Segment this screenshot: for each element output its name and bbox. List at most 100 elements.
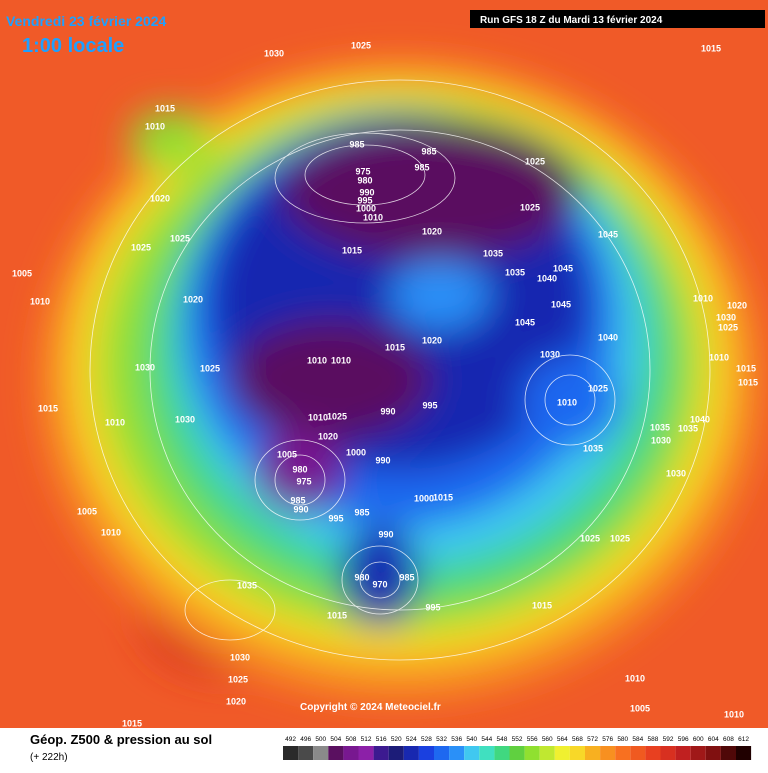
isobar-label: 1030 xyxy=(716,312,736,322)
isobar-label: 1020 xyxy=(226,696,246,706)
colorbar-label: 572 xyxy=(587,736,598,743)
isobar-label: 975 xyxy=(296,476,311,486)
isobar-label: 1010 xyxy=(30,296,50,306)
colorbar-cell xyxy=(645,746,661,760)
isobar-label: 985 xyxy=(349,139,364,149)
isobar-label: 1030 xyxy=(666,468,686,478)
colorbar-cell xyxy=(539,746,555,760)
copyright: Copyright © 2024 Meteociel.fr xyxy=(300,702,441,713)
isobars xyxy=(89,79,711,661)
colorbar-label: 612 xyxy=(738,736,749,743)
colorbar-cell xyxy=(343,746,359,760)
isobar-label: 1010 xyxy=(308,412,328,422)
colorbar-label: 532 xyxy=(436,736,447,743)
isobar-label: 995 xyxy=(328,513,343,523)
legend-title: Géop. Z500 & pression au sol xyxy=(30,732,212,747)
isobar-label: 1010 xyxy=(709,352,729,362)
colorbar-cell xyxy=(313,746,329,760)
isobar-label: 1005 xyxy=(12,268,32,278)
colorbar-label: 584 xyxy=(632,736,643,743)
isobar-label: 1010 xyxy=(557,397,577,407)
isobar-label: 1015 xyxy=(155,103,175,113)
colorbar-label: 512 xyxy=(361,736,372,743)
isobar-label: 1025 xyxy=(170,233,190,243)
colorbar-label: 500 xyxy=(315,736,326,743)
isobar-label: 1000 xyxy=(414,493,434,503)
legend-lead: (+ 222h) xyxy=(30,752,68,763)
date: Vendredi 23 février 2024 xyxy=(6,13,167,29)
isobar-label: 1030 xyxy=(651,435,671,445)
isobar-label: 1045 xyxy=(551,299,571,309)
colorbar-cell xyxy=(720,746,736,760)
isobar-label: 1030 xyxy=(230,652,250,662)
colorbar-label: 580 xyxy=(617,736,628,743)
isobar-label: 1010 xyxy=(331,355,351,365)
colorbar-cell xyxy=(675,746,691,760)
colorbar-label: 504 xyxy=(330,736,341,743)
isobar-label: 1015 xyxy=(701,43,721,53)
isobar-label: 1035 xyxy=(483,248,503,258)
colorbar-label: 496 xyxy=(300,736,311,743)
isobar-label: 1030 xyxy=(135,362,155,372)
isobar-label: 970 xyxy=(372,579,387,589)
colorbar-label: 492 xyxy=(285,736,296,743)
colorbar-cell xyxy=(690,746,706,760)
colorbar-label: 556 xyxy=(527,736,538,743)
isobar-label: 980 xyxy=(354,572,369,582)
colorbar-label: 608 xyxy=(723,736,734,743)
isobar-label: 1040 xyxy=(537,273,557,283)
colorbar-cell xyxy=(388,746,404,760)
colorbar-label: 600 xyxy=(693,736,704,743)
colorbar-cell xyxy=(328,746,344,760)
colorbar-label: 528 xyxy=(421,736,432,743)
colorbar-cell xyxy=(358,746,374,760)
isobar-label: 1020 xyxy=(318,431,338,441)
isobar-label: 1015 xyxy=(738,377,758,387)
colorbar-label: 520 xyxy=(391,736,402,743)
colorbar-cell xyxy=(403,746,419,760)
isobar-label: 1005 xyxy=(277,449,297,459)
isobar-label: 1010 xyxy=(724,709,744,719)
colorbar-cell xyxy=(736,746,752,760)
isobar-label: 1015 xyxy=(342,245,362,255)
colorbar-label: 536 xyxy=(451,736,462,743)
isobar-label: 1015 xyxy=(433,492,453,502)
colorbar-label: 544 xyxy=(481,736,492,743)
isobar-label: 990 xyxy=(359,187,374,197)
colorbar-cell xyxy=(615,746,631,760)
isobar-label: 1045 xyxy=(598,229,618,239)
colorbar-label: 540 xyxy=(466,736,477,743)
colorbar-cell xyxy=(660,746,676,760)
isobar-label: 1015 xyxy=(385,342,405,352)
isobar-label: 1020 xyxy=(183,294,203,304)
colorbar-cell xyxy=(373,746,389,760)
isobar-label: 1025 xyxy=(588,383,608,393)
isobar-label: 1020 xyxy=(422,335,442,345)
isobar-label: 1025 xyxy=(131,242,151,252)
isobar-label: 995 xyxy=(425,602,440,612)
isobar-label: 985 xyxy=(354,507,369,517)
colorbar-label: 604 xyxy=(708,736,719,743)
isobar-label: 1010 xyxy=(145,121,165,131)
isobar-label: 1010 xyxy=(307,355,327,365)
colorbar-cell xyxy=(418,746,434,760)
isobar-label: 1015 xyxy=(327,610,347,620)
isobar-label: 1025 xyxy=(200,363,220,373)
colorbar-label: 508 xyxy=(346,736,357,743)
isobar-label: 1025 xyxy=(525,156,545,166)
colorbar-cell xyxy=(298,746,314,760)
colorbar-label: 576 xyxy=(602,736,613,743)
isobar-label: 1035 xyxy=(678,423,698,433)
colorbar-label: 564 xyxy=(557,736,568,743)
isobar-label: 1025 xyxy=(351,40,371,50)
isobar-label: 1035 xyxy=(237,580,257,590)
colorbar-label: 524 xyxy=(406,736,417,743)
isobar-label: 1015 xyxy=(122,718,142,728)
isobar-label: 1025 xyxy=(610,533,630,543)
isobar-label: 1045 xyxy=(515,317,535,327)
colorbar-cell xyxy=(705,746,721,760)
isobar-label: 1035 xyxy=(505,267,525,277)
colorbar-label: 568 xyxy=(572,736,583,743)
